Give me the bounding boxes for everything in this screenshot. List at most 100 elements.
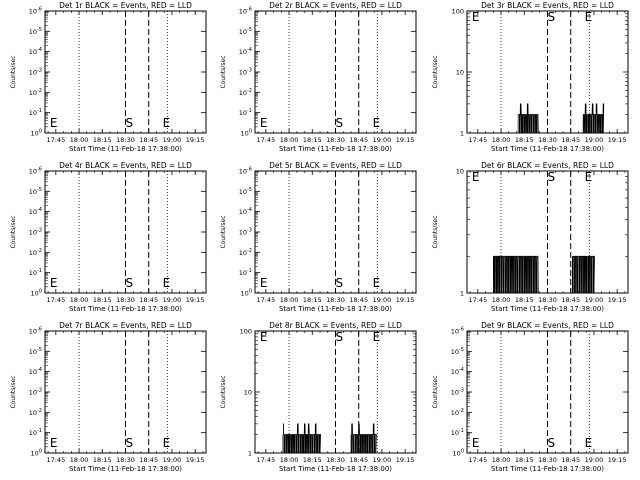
- x-tick-label: 19:00: [373, 136, 392, 144]
- y-tick-label: 10-5: [239, 187, 252, 196]
- x-tick-label: 18:45: [349, 136, 368, 144]
- marker-s: S: [126, 116, 134, 130]
- x-tick-label: 18:15: [303, 456, 322, 464]
- panel-det-6r: Det 6r BLACK = Events, RED = LLD Counts/s…: [432, 161, 629, 313]
- x-axis-label: Start Time (11-Feb-18 17:38:00): [69, 145, 182, 153]
- x-tick-label: 18:30: [538, 456, 557, 464]
- y-tick-label: 10-1: [29, 268, 42, 277]
- x-tick-label: 18:00: [492, 456, 511, 464]
- x-axis-label: Start Time (11-Feb-18 17:38:00): [491, 305, 604, 313]
- y-axis-label: Counts/sec: [10, 215, 17, 248]
- x-tick-label: 19:15: [608, 296, 627, 304]
- y-tick-label: 10-2: [239, 88, 252, 97]
- marker-s: S: [548, 436, 556, 450]
- panel-det-5r: Det 5r BLACK = Events, RED = LLD Counts/s…: [220, 161, 417, 313]
- x-tick-label: 18:00: [70, 136, 89, 144]
- marker-s: S: [126, 276, 134, 290]
- y-axis-label: Counts/sec: [220, 375, 227, 408]
- x-tick-label: 18:00: [280, 136, 299, 144]
- y-tick-label: 10-1: [239, 108, 252, 117]
- y-tick-label: 10-6: [29, 7, 42, 16]
- y-tick-label: 100: [453, 449, 464, 458]
- x-tick-label: 18:45: [561, 296, 580, 304]
- y-tick-label: 100: [31, 129, 42, 138]
- marker-e-start: E: [50, 276, 58, 290]
- x-tick-label: 17:45: [256, 296, 275, 304]
- y-tick-label: 100: [31, 449, 42, 458]
- marker-e-end: E: [585, 170, 593, 184]
- y-tick-label: 10-5: [451, 347, 464, 356]
- x-tick-label: 19:15: [396, 136, 415, 144]
- x-axis-label: Start Time (11-Feb-18 17:38:00): [491, 145, 604, 153]
- y-tick-label: 1: [460, 130, 464, 138]
- x-tick-label: 18:15: [515, 456, 534, 464]
- panel-title: Det 6r BLACK = Events, RED = LLD: [481, 161, 614, 170]
- marker-e-end: E: [163, 436, 171, 450]
- x-axis-label: Start Time (11-Feb-18 17:38:00): [279, 465, 392, 473]
- y-tick-label: 10-1: [239, 268, 252, 277]
- y-axis-label: Counts/sec: [220, 55, 227, 88]
- y-tick-label: 10-2: [29, 408, 42, 417]
- panel-det-9r: Det 9r BLACK = Events, RED = LLD Counts/s…: [432, 321, 629, 473]
- y-tick-label: 10-3: [451, 388, 464, 397]
- x-tick-label: 18:45: [349, 296, 368, 304]
- y-tick-label: 1: [460, 290, 464, 298]
- marker-e-end: E: [585, 436, 593, 450]
- panel-title: Det 1r BLACK = Events, RED = LLD: [59, 1, 192, 10]
- panel-det-7r: Det 7r BLACK = Events, RED = LLD Counts/s…: [10, 321, 207, 473]
- marker-s: S: [126, 436, 134, 450]
- x-tick-label: 18:15: [303, 136, 322, 144]
- x-axis-label: Start Time (11-Feb-18 17:38:00): [491, 465, 604, 473]
- x-tick-label: 18:30: [326, 296, 345, 304]
- x-tick-label: 18:45: [349, 456, 368, 464]
- x-tick-label: 18:30: [538, 136, 557, 144]
- y-tick-label: 10-3: [29, 228, 42, 237]
- y-tick-label: 10-6: [29, 167, 42, 176]
- x-tick-label: 18:45: [561, 136, 580, 144]
- y-tick-label: 10-3: [29, 388, 42, 397]
- x-tick-label: 19:00: [585, 296, 604, 304]
- y-tick-label: 10-2: [29, 88, 42, 97]
- x-tick-label: 18:45: [561, 456, 580, 464]
- y-tick-label: 10-5: [29, 187, 42, 196]
- x-tick-label: 19:00: [163, 136, 182, 144]
- x-axis-label: Start Time (11-Feb-18 17:38:00): [279, 145, 392, 153]
- x-tick-label: 17:45: [468, 136, 487, 144]
- x-axis-label: Start Time (11-Feb-18 17:38:00): [69, 305, 182, 313]
- y-tick-label: 10-1: [29, 108, 42, 117]
- panel-title: Det 2r BLACK = Events, RED = LLD: [269, 1, 402, 10]
- marker-e-start: E: [260, 116, 268, 130]
- x-tick-label: 17:45: [256, 136, 275, 144]
- y-tick-label: 10-3: [239, 228, 252, 237]
- x-tick-label: 18:45: [139, 296, 158, 304]
- marker-e-start: E: [260, 276, 268, 290]
- y-axis-label: Counts/sec: [432, 215, 439, 248]
- marker-e-end: E: [585, 10, 593, 24]
- x-tick-label: 18:15: [93, 136, 112, 144]
- y-tick-label: 10: [456, 168, 464, 176]
- x-tick-label: 18:45: [139, 456, 158, 464]
- x-tick-label: 19:00: [373, 296, 392, 304]
- x-tick-label: 18:30: [116, 296, 135, 304]
- x-tick-label: 18:00: [492, 136, 511, 144]
- x-tick-label: 19:00: [373, 456, 392, 464]
- marker-e-start: E: [472, 10, 480, 24]
- y-tick-label: 10-4: [451, 367, 464, 376]
- x-tick-label: 19:00: [585, 136, 604, 144]
- y-tick-label: 10-6: [29, 327, 42, 336]
- panel-title: Det 4r BLACK = Events, RED = LLD: [59, 161, 192, 170]
- x-tick-label: 19:00: [163, 456, 182, 464]
- y-tick-label: 100: [240, 328, 252, 336]
- y-tick-label: 10-4: [29, 207, 42, 216]
- x-tick-label: 18:15: [303, 296, 322, 304]
- x-tick-label: 17:45: [468, 456, 487, 464]
- y-tick-label: 100: [452, 8, 464, 16]
- x-tick-label: 17:45: [46, 136, 65, 144]
- x-tick-label: 18:30: [326, 456, 345, 464]
- x-tick-label: 18:30: [326, 136, 345, 144]
- x-tick-label: 18:30: [116, 136, 135, 144]
- y-tick-label: 10-5: [29, 347, 42, 356]
- x-tick-label: 18:00: [280, 456, 299, 464]
- x-tick-label: 19:15: [608, 136, 627, 144]
